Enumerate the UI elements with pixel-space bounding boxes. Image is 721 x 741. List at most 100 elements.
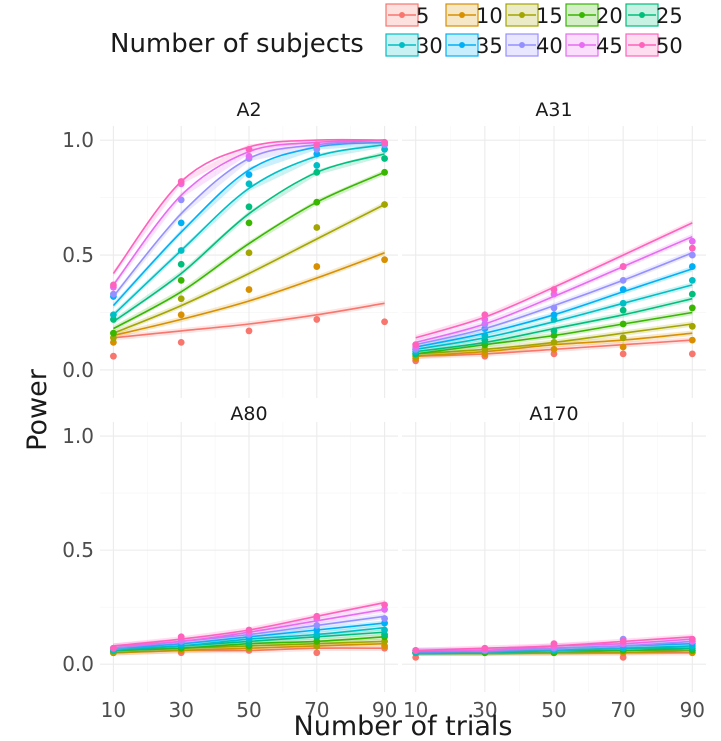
legend-title: Number of subjects <box>110 29 364 59</box>
legend-label-30: 30 <box>416 34 443 58</box>
x-tick-label: 90 <box>372 698 397 722</box>
series-30 <box>110 142 388 319</box>
data-point <box>110 281 117 289</box>
data-point <box>245 180 253 188</box>
x-tick-label: 30 <box>168 698 193 722</box>
fit-line <box>113 252 385 337</box>
legend-key-50 <box>625 33 659 57</box>
legend-swatch-point <box>399 42 405 48</box>
x-tick-label: 90 <box>680 698 705 722</box>
fit-ribbon <box>415 250 693 348</box>
data-point <box>550 339 558 346</box>
legend-key-35 <box>445 33 479 57</box>
x-tick-label: 30 <box>472 698 497 722</box>
data-point <box>481 644 489 652</box>
data-point <box>313 316 321 323</box>
data-point <box>619 306 627 314</box>
legend-key-25 <box>625 3 659 27</box>
data-point <box>381 139 388 146</box>
data-point <box>313 162 321 169</box>
legend-key-5 <box>385 3 419 27</box>
x-axis-title: Number of trials <box>294 711 513 741</box>
legend-key-30 <box>385 33 419 57</box>
data-point <box>688 322 696 330</box>
y-tick-label: 1.0 <box>62 128 94 152</box>
panel-A80: A80 0.0 0.5 1.0 10 30 50 70 90 <box>62 403 398 722</box>
x-tick-label: 70 <box>304 698 329 722</box>
data-point <box>619 263 627 270</box>
data-point <box>381 615 388 622</box>
data-point <box>313 612 321 620</box>
data-point <box>177 219 185 227</box>
data-point <box>619 320 627 328</box>
data-point <box>688 290 696 298</box>
data-point <box>313 649 321 657</box>
panel-A2: A2 0.0 0.5 1.0 <box>62 99 398 398</box>
legend-label-20: 20 <box>596 4 623 28</box>
legend-label-10: 10 <box>476 4 503 28</box>
legend-swatch-point <box>579 42 585 48</box>
x-tick-label: 10 <box>403 698 428 722</box>
y-tick-label: 0.5 <box>62 538 94 562</box>
legend-swatch-point <box>519 12 525 18</box>
data-point <box>381 256 388 264</box>
data-point <box>550 640 558 648</box>
fit-line <box>113 302 385 339</box>
data-point <box>688 336 696 344</box>
legend-swatch-point <box>399 12 405 18</box>
fit-line <box>112 139 385 297</box>
legend-swatch-point <box>519 42 525 48</box>
data-point <box>688 635 696 643</box>
series-10 <box>110 250 388 346</box>
data-point <box>177 260 185 268</box>
legend-label-15: 15 <box>536 4 563 28</box>
series-50 <box>110 599 388 652</box>
data-point <box>412 341 420 349</box>
data-point <box>110 311 117 319</box>
data-point <box>313 198 321 206</box>
data-point <box>688 304 696 312</box>
fit-line <box>112 143 385 316</box>
data-point <box>177 633 185 641</box>
legend-label-5: 5 <box>416 4 429 28</box>
series-50 <box>412 634 696 654</box>
data-point <box>245 171 253 179</box>
fit-line <box>112 141 385 307</box>
y-tick-label: 1.0 <box>62 424 94 448</box>
data-point <box>177 276 185 284</box>
data-point <box>481 311 489 319</box>
data-point <box>381 626 388 634</box>
legend-key-40 <box>505 33 539 57</box>
legend-key-10 <box>445 3 479 27</box>
y-tick-label: 0.5 <box>62 243 94 267</box>
data-point <box>381 318 388 326</box>
data-point <box>619 299 627 307</box>
data-point <box>688 237 696 245</box>
fit-line <box>112 139 385 286</box>
legend-label-50: 50 <box>656 34 683 58</box>
data-point <box>245 327 253 335</box>
legend-label-40: 40 <box>536 34 563 58</box>
data-point <box>550 286 558 293</box>
data-point <box>381 155 388 162</box>
x-tick-label: 50 <box>541 698 566 722</box>
panel-A31: A31 <box>402 99 706 398</box>
fit-ribbon <box>415 220 693 341</box>
data-point <box>381 168 388 176</box>
data-point <box>245 249 253 257</box>
y-axis-title: Power <box>22 368 53 451</box>
data-point <box>177 196 185 204</box>
data-point <box>688 263 696 270</box>
legend-swatch-point <box>639 42 645 48</box>
data-point <box>550 345 558 353</box>
data-point <box>381 201 388 208</box>
fit-ribbon <box>415 233 693 346</box>
legend-label-35: 35 <box>476 34 503 58</box>
data-point <box>177 339 185 346</box>
data-point <box>245 286 253 293</box>
data-point <box>688 244 696 252</box>
data-point <box>412 647 420 654</box>
legend: Number of subjects 5 10 15 20 25 30 35 40 45 50 <box>110 3 683 59</box>
data-point <box>688 350 696 358</box>
fit-line <box>113 203 385 334</box>
